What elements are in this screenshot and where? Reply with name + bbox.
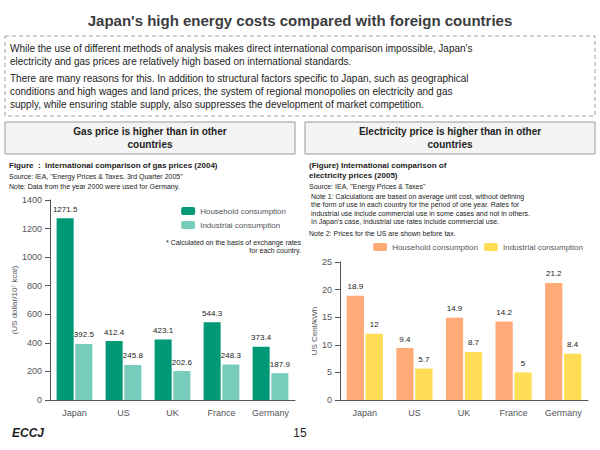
svg-text:21.2: 21.2: [546, 269, 562, 278]
svg-text:US: US: [408, 408, 421, 418]
svg-text:In Japan's case, industrial us: In Japan's case, industrial use rates in…: [309, 218, 499, 226]
svg-text:0: 0: [37, 395, 42, 405]
svg-text:5: 5: [327, 367, 332, 377]
svg-text:1271.5: 1271.5: [53, 205, 78, 214]
svg-text:0: 0: [327, 395, 332, 405]
svg-text:There are many reasons for thi: There are many reasons for this. In addi…: [10, 73, 469, 84]
svg-text:UK: UK: [166, 408, 179, 418]
svg-text:for each country.: for each country.: [245, 247, 301, 255]
svg-text:US: US: [117, 408, 130, 418]
svg-text:Household consumption: Household consumption: [392, 243, 478, 252]
svg-text:800: 800: [27, 281, 42, 291]
svg-text:245.8: 245.8: [123, 351, 144, 360]
svg-text:(Figure) International compari: (Figure) International comparison of: [309, 161, 447, 170]
svg-text:20: 20: [322, 285, 332, 295]
svg-text:373.4: 373.4: [251, 333, 272, 342]
svg-text:1200: 1200: [22, 224, 42, 234]
svg-text:8.4: 8.4: [567, 340, 579, 349]
svg-text:423.1: 423.1: [153, 326, 174, 335]
svg-text:14.2: 14.2: [496, 308, 512, 317]
svg-text:France: France: [500, 408, 528, 418]
svg-text:Household consumption: Household consumption: [200, 207, 286, 216]
svg-text:ECCJ: ECCJ: [12, 426, 44, 440]
svg-text:conditions and high wages and: conditions and high wages and land price…: [10, 86, 453, 97]
svg-text:544.3: 544.3: [202, 309, 223, 318]
svg-text:412.4: 412.4: [104, 328, 125, 337]
svg-text:electricity prices (2005): electricity prices (2005): [309, 171, 398, 180]
svg-text:Note: Data from the year 2000: Note: Data from the year 2000 were used …: [9, 183, 180, 191]
svg-text:15: 15: [322, 312, 332, 322]
svg-text:the form of use in each countr: the form of use in each country for the …: [309, 201, 520, 209]
svg-text:countries: countries: [427, 139, 472, 150]
svg-text:Germany: Germany: [545, 408, 583, 418]
svg-text:600: 600: [27, 309, 42, 319]
svg-text:12: 12: [370, 320, 379, 329]
svg-text:Japan: Japan: [62, 408, 87, 418]
svg-text:5: 5: [521, 359, 526, 368]
svg-text:400: 400: [27, 338, 42, 348]
svg-text:France: France: [207, 408, 235, 418]
svg-text:25: 25: [322, 257, 332, 267]
svg-text:5.7: 5.7: [418, 355, 430, 364]
svg-text:supply, while ensuring stable: supply, while ensuring stable supply, al…: [10, 99, 424, 110]
svg-text:392.5: 392.5: [74, 330, 95, 339]
svg-text:electricity and gas prices are: electricity and gas prices are relativel…: [10, 56, 351, 67]
svg-text:Electricity price is higher th: Electricity price is higher than in othe…: [359, 126, 541, 137]
svg-text:UK: UK: [458, 408, 471, 418]
svg-text:While the use of different met: While the use of different methods of an…: [10, 43, 473, 54]
svg-text:9.4: 9.4: [399, 335, 411, 344]
svg-text:1400: 1400: [22, 195, 42, 205]
svg-text:Note 2: Prices for the US are: Note 2: Prices for the US are shown befo…: [309, 230, 456, 237]
svg-text:countries: countries: [127, 139, 172, 150]
svg-text:187.9: 187.9: [270, 360, 291, 369]
svg-text:(US dollar/10⁷ kcal): (US dollar/10⁷ kcal): [10, 265, 19, 334]
svg-text:202.6: 202.6: [172, 358, 193, 367]
svg-text:1000: 1000: [22, 252, 42, 262]
svg-text:Japan's high energy costs comp: Japan's high energy costs compared with …: [88, 12, 513, 29]
svg-text:8.7: 8.7: [468, 338, 480, 347]
svg-text:US Cent/kWh: US Cent/kWh: [310, 307, 319, 355]
svg-text:Industrial consumption: Industrial consumption: [503, 243, 583, 252]
svg-text:18.9: 18.9: [348, 282, 364, 291]
svg-text:14.9: 14.9: [447, 304, 463, 313]
svg-text:Figure : International compa: Figure : International comparison of gas…: [9, 161, 218, 170]
svg-text:200: 200: [27, 366, 42, 376]
svg-text:10: 10: [322, 340, 332, 350]
svg-text:Industrial consumption: Industrial consumption: [200, 221, 280, 230]
svg-text:Japan: Japan: [353, 408, 378, 418]
svg-text:Note 1: Calculations are based: Note 1: Calculations are based on averag…: [309, 193, 524, 201]
svg-text:Source: IEA, "Energy Prices &: Source: IEA, "Energy Prices & Taxes": [309, 183, 426, 191]
svg-text:248.3: 248.3: [221, 351, 242, 360]
svg-text:Source: IEA, "Energy Prices &: Source: IEA, "Energy Prices & Taxes, 3rd…: [9, 173, 183, 181]
svg-text:Germany: Germany: [252, 408, 290, 418]
svg-text:15: 15: [293, 426, 307, 440]
svg-text:Gas price is higher than in ot: Gas price is higher than in other: [73, 126, 226, 137]
svg-text:industrial use include commerc: industrial use include commercial use in…: [309, 210, 530, 217]
svg-text:* Calculated on the basis of e: * Calculated on the basis of exchange ra…: [166, 239, 302, 247]
